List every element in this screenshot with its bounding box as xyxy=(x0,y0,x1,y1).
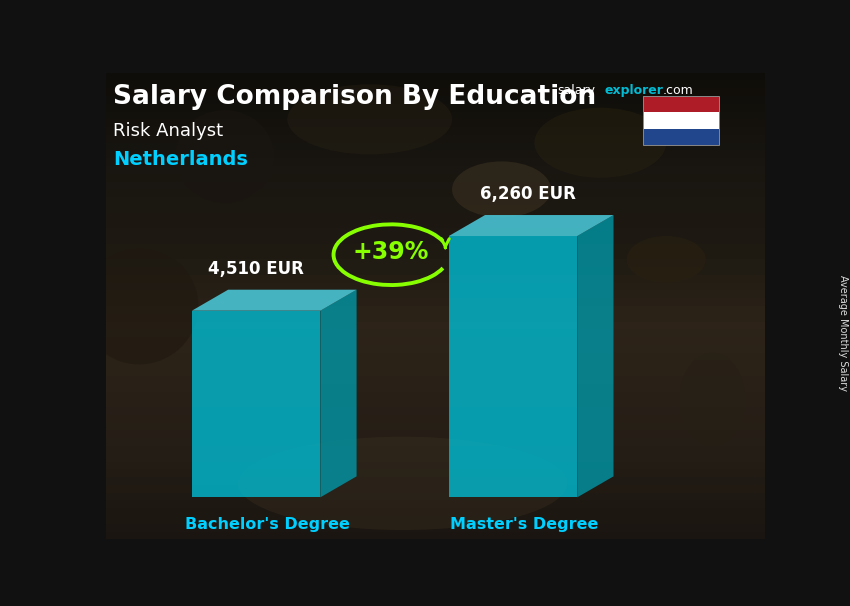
Polygon shape xyxy=(449,215,614,236)
Ellipse shape xyxy=(535,108,666,178)
Bar xyxy=(106,182,765,189)
Bar xyxy=(106,368,765,376)
Bar xyxy=(106,236,765,244)
Bar xyxy=(106,127,765,135)
Bar xyxy=(106,376,765,384)
Bar xyxy=(106,135,765,142)
Polygon shape xyxy=(192,311,320,498)
Ellipse shape xyxy=(626,236,706,283)
Text: explorer: explorer xyxy=(605,84,664,98)
Bar xyxy=(106,143,765,150)
Bar xyxy=(106,516,765,524)
Bar xyxy=(106,493,765,501)
Bar xyxy=(106,477,765,485)
Bar xyxy=(106,531,765,539)
Bar xyxy=(106,73,765,81)
Bar xyxy=(106,282,765,290)
Bar xyxy=(106,112,765,119)
Bar xyxy=(106,438,765,446)
Bar xyxy=(106,166,765,174)
Polygon shape xyxy=(320,290,357,498)
Bar xyxy=(106,244,765,251)
Bar xyxy=(106,96,765,104)
Text: Netherlands: Netherlands xyxy=(113,150,247,168)
Bar xyxy=(106,361,765,368)
Bar xyxy=(106,391,765,399)
Bar xyxy=(106,462,765,469)
Bar xyxy=(106,205,765,213)
Bar xyxy=(106,119,765,127)
Bar xyxy=(106,399,765,407)
Polygon shape xyxy=(577,215,614,498)
Bar xyxy=(106,158,765,166)
Bar xyxy=(106,384,765,391)
Bar xyxy=(106,330,765,337)
Text: .com: .com xyxy=(663,84,694,98)
Bar xyxy=(106,322,765,330)
Bar xyxy=(106,189,765,197)
Bar xyxy=(106,407,765,415)
Ellipse shape xyxy=(452,161,551,218)
Bar xyxy=(106,81,765,88)
Bar xyxy=(643,112,719,128)
Bar xyxy=(643,128,719,145)
Text: salary: salary xyxy=(558,84,596,98)
Text: 4,510 EUR: 4,510 EUR xyxy=(208,260,304,278)
Polygon shape xyxy=(449,236,577,498)
Bar xyxy=(106,314,765,322)
Bar xyxy=(106,150,765,158)
Bar xyxy=(106,298,765,306)
Bar xyxy=(106,213,765,221)
Text: +39%: +39% xyxy=(353,241,429,264)
Ellipse shape xyxy=(80,248,198,364)
Bar xyxy=(106,259,765,267)
Bar xyxy=(106,228,765,236)
Bar xyxy=(106,306,765,314)
Bar xyxy=(106,104,765,112)
Bar xyxy=(106,337,765,345)
Ellipse shape xyxy=(238,437,568,530)
Bar xyxy=(106,524,765,531)
Bar xyxy=(106,485,765,493)
Bar xyxy=(106,423,765,430)
Text: Master's Degree: Master's Degree xyxy=(450,518,598,532)
Polygon shape xyxy=(192,290,357,311)
Bar xyxy=(106,454,765,462)
Text: Risk Analyst: Risk Analyst xyxy=(113,122,223,140)
Ellipse shape xyxy=(679,353,745,446)
Bar xyxy=(106,251,765,259)
Bar xyxy=(106,290,765,298)
Bar xyxy=(106,275,765,282)
Ellipse shape xyxy=(175,110,275,204)
Ellipse shape xyxy=(287,84,452,155)
Bar xyxy=(106,415,765,423)
Bar xyxy=(106,446,765,454)
Bar xyxy=(106,267,765,275)
Bar xyxy=(106,430,765,438)
Bar xyxy=(643,96,719,112)
Text: 6,260 EUR: 6,260 EUR xyxy=(479,185,575,204)
Bar xyxy=(106,88,765,96)
Text: Salary Comparison By Education: Salary Comparison By Education xyxy=(113,84,596,110)
Bar xyxy=(106,345,765,353)
Bar xyxy=(106,469,765,477)
Bar xyxy=(106,508,765,516)
Text: Bachelor's Degree: Bachelor's Degree xyxy=(184,518,349,532)
Text: Average Monthly Salary: Average Monthly Salary xyxy=(838,275,848,391)
Bar xyxy=(643,96,719,145)
Bar xyxy=(106,353,765,361)
Bar xyxy=(106,197,765,205)
Bar xyxy=(106,221,765,228)
Bar xyxy=(106,174,765,182)
Bar xyxy=(106,501,765,508)
